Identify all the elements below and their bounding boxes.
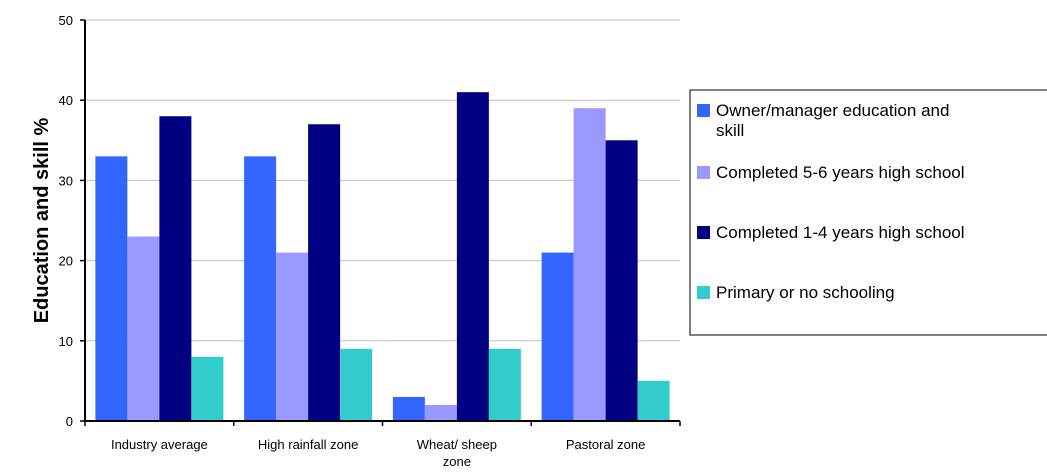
y-tick-label: 30 bbox=[59, 173, 73, 188]
legend-swatch bbox=[697, 286, 710, 299]
bar bbox=[573, 108, 606, 421]
legend-label: Completed 1-4 years high school bbox=[716, 223, 965, 242]
bar bbox=[605, 140, 638, 422]
legend-label: Primary or no schooling bbox=[716, 283, 895, 302]
bars bbox=[95, 92, 670, 422]
y-tick-labels: 0 10 20 30 40 50 bbox=[59, 13, 73, 429]
y-tick-label: 0 bbox=[66, 414, 73, 429]
legend-label: Owner/manager education and skill bbox=[716, 101, 949, 140]
bar bbox=[488, 348, 521, 421]
bar bbox=[456, 92, 489, 422]
legend-label: Completed 5-6 years high school bbox=[716, 163, 965, 182]
legend-swatch bbox=[697, 226, 710, 239]
x-category-label: Pastoral zone bbox=[566, 437, 646, 452]
y-tick-label: 10 bbox=[59, 334, 73, 349]
x-category-labels: Industry average High rainfall zone Wheat/… bbox=[111, 437, 645, 469]
y-tick-label: 50 bbox=[59, 13, 73, 28]
bar bbox=[95, 156, 128, 421]
legend-swatch bbox=[697, 104, 710, 117]
x-category-label: Wheat/ sheep zone bbox=[417, 437, 497, 469]
bar bbox=[392, 396, 425, 421]
y-axis-label: Education and skill % bbox=[31, 117, 53, 323]
bar bbox=[159, 116, 192, 422]
bar bbox=[424, 404, 457, 421]
bar bbox=[276, 252, 309, 421]
bar bbox=[308, 124, 341, 421]
bar bbox=[127, 236, 160, 421]
x-category-label: Industry average bbox=[111, 437, 208, 452]
y-tick-label: 20 bbox=[59, 254, 73, 269]
bar bbox=[191, 356, 224, 421]
legend-box bbox=[689, 89, 1047, 336]
y-tick-label: 40 bbox=[59, 93, 73, 108]
bar bbox=[637, 380, 670, 421]
x-category-label: High rainfall zone bbox=[258, 437, 358, 452]
legend-swatch bbox=[697, 166, 710, 179]
axes bbox=[80, 19, 681, 426]
bar bbox=[340, 348, 373, 421]
bar bbox=[541, 252, 574, 421]
legend: Owner/manager education and skill Complete… bbox=[689, 89, 1047, 336]
bar bbox=[244, 156, 277, 421]
